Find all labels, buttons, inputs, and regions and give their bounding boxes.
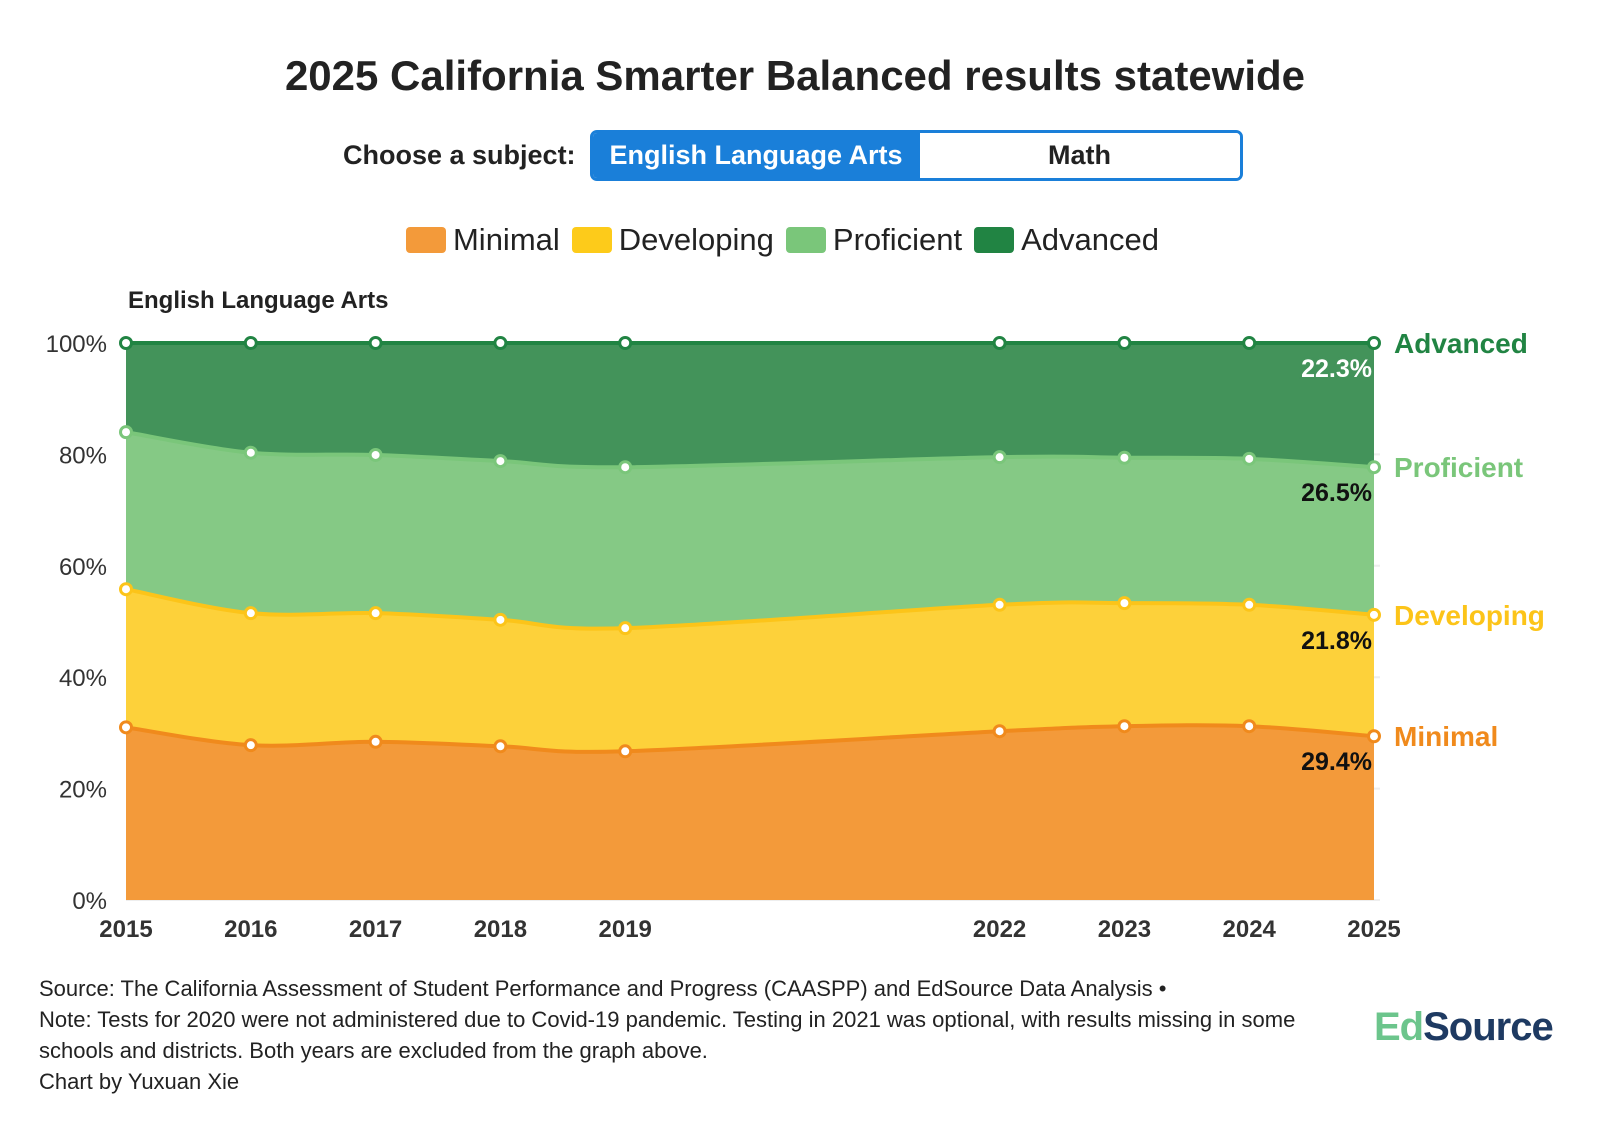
data-point-developing (493, 612, 508, 627)
value-label: 21.8% (1301, 627, 1372, 655)
series-end-label: Developing (1394, 600, 1545, 631)
data-point-developing (992, 597, 1007, 612)
area-developing (126, 589, 1374, 752)
edsource-logo: EdSource (1374, 1005, 1554, 1049)
data-point-advanced (618, 336, 633, 350)
data-point-minimal (119, 720, 133, 735)
data-point-advanced (1242, 336, 1257, 350)
data-point-developing (119, 582, 133, 597)
data-point-developing (368, 606, 383, 621)
chooser-label: Choose a subject: (343, 140, 576, 170)
data-point-proficient (493, 454, 508, 469)
note-text: Note: Tests for 2020 were not administer… (39, 1007, 1296, 1063)
series-end-label: Proficient (1394, 452, 1523, 483)
credit-text: Chart by Yuxuan Xie (39, 1069, 240, 1094)
x-tick-label: 2019 (599, 916, 652, 943)
data-point-developing (243, 606, 258, 621)
data-point-proficient (1367, 460, 1381, 475)
data-point-minimal (992, 724, 1007, 739)
data-point-advanced (493, 336, 508, 350)
area-proficient (126, 432, 1374, 629)
data-point-advanced (992, 336, 1007, 350)
x-tick-label: 2025 (1347, 916, 1400, 943)
x-tick-label: 2023 (1098, 916, 1151, 943)
line-developing (125, 587, 1375, 631)
source-text: Source: The California Assessment of Stu… (39, 976, 1167, 1001)
data-point-proficient (368, 447, 383, 462)
legend: Minimal Developing Proficient Advanced (0, 222, 1565, 258)
series-end-label: Minimal (1394, 721, 1498, 752)
chart-title: 2025 California Smarter Balanced results… (284, 52, 1306, 99)
data-point-proficient (618, 460, 633, 475)
legend-advanced[interactable]: Advanced (974, 222, 1159, 258)
data-point-developing (1367, 607, 1381, 622)
series-end-label: Advanced (1394, 328, 1528, 359)
data-point-developing (1242, 597, 1257, 612)
data-point-minimal (368, 734, 383, 749)
x-tick-label: 2015 (99, 916, 152, 943)
data-point-minimal (1242, 719, 1257, 734)
data-point-proficient (1117, 450, 1132, 465)
data-point-developing (618, 621, 633, 636)
x-tick-label: 2017 (349, 916, 402, 943)
x-tick-label: 2018 (474, 916, 527, 943)
tab-math[interactable]: Math (919, 133, 1240, 178)
y-tick-label: 100% (46, 331, 107, 358)
data-point-proficient (992, 450, 1007, 465)
y-tick-label: 20% (59, 777, 107, 804)
x-tick-label: 2022 (973, 916, 1026, 943)
data-point-minimal (1367, 729, 1381, 744)
line-minimal (125, 723, 1375, 754)
area-minimal (126, 725, 1374, 900)
data-point-advanced (243, 336, 258, 350)
chart-subtitle: English Language Arts (128, 287, 389, 314)
data-point-minimal (1117, 719, 1132, 734)
data-point-proficient (243, 445, 258, 460)
data-point-proficient (119, 425, 133, 440)
value-label: 22.3% (1301, 355, 1372, 383)
value-label: 26.5% (1301, 479, 1372, 507)
data-point-developing (1117, 596, 1132, 611)
data-point-advanced (368, 336, 383, 350)
data-point-proficient (1242, 451, 1257, 466)
legend-minimal[interactable]: Minimal (405, 222, 560, 258)
y-tick-label: 40% (59, 665, 107, 692)
x-tick-label: 2016 (224, 916, 277, 943)
line-proficient (125, 430, 1375, 470)
data-point-minimal (243, 738, 258, 753)
legend-proficient[interactable]: Proficient (785, 222, 962, 258)
x-tick-label: 2024 (1223, 916, 1277, 943)
data-point-advanced (119, 336, 133, 350)
tab-english-language-arts[interactable]: English Language Arts (592, 133, 920, 178)
y-tick-label: 0% (72, 888, 107, 915)
data-point-advanced (1367, 336, 1381, 350)
area-advanced (126, 343, 1374, 468)
legend-developing[interactable]: Developing (571, 222, 774, 258)
data-point-advanced (1117, 336, 1132, 350)
data-point-minimal (493, 739, 508, 754)
subject-chooser: Choose a subject: English Language Arts … (343, 130, 1243, 181)
data-point-minimal (618, 744, 633, 759)
value-label: 29.4% (1301, 748, 1372, 776)
footer: Source: The California Assessment of Stu… (39, 973, 1359, 1097)
y-tick-label: 60% (59, 554, 107, 581)
y-tick-label: 80% (59, 442, 107, 469)
area-chart: 0% 20% 40% 60% 80% 100% Minimal 29.4% Developing… (46, 328, 1545, 943)
